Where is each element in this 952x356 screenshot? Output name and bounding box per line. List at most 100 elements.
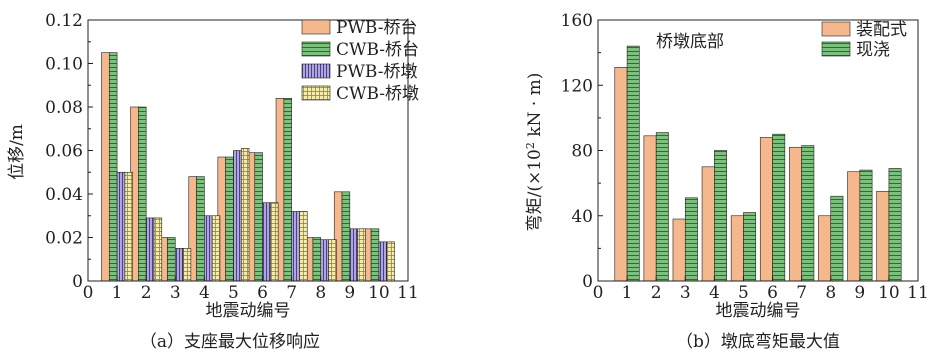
y-tick-label-a-1: 0.02 (45, 229, 83, 249)
x-tick-label-a-5: 5 (228, 283, 239, 303)
bar-b-s2-x2 (655, 132, 669, 282)
bar-a-s3-x2 (145, 217, 155, 282)
legend-label-b-2: 现浇 (856, 40, 890, 60)
x-tick-label-b-4: 4 (709, 283, 720, 303)
bar-a-s3-x10 (378, 241, 388, 282)
bar-b-s1-x8 (818, 215, 832, 282)
chart-a: 0 1 2 3 4 5 6 7 8 9 10 1100.020.040.060.080.100.12 … (7, 11, 419, 352)
legend-swatch-a-1 (301, 19, 331, 35)
x-tick-label-b-9: 9 (854, 283, 865, 303)
x-tick-label-a-0: 0 (83, 283, 94, 303)
bar-a-s4-x4 (211, 215, 221, 282)
bar-a-s2-x10 (370, 228, 380, 282)
x-tick-label-b-2: 2 (651, 283, 662, 303)
bar-a-s4-x5 (240, 148, 250, 282)
x-tick-label-b-3: 3 (680, 283, 691, 303)
bar-b-s1-x2 (643, 135, 657, 282)
bar-a-s3-x4 (204, 215, 213, 282)
x-tick-label-a-3: 3 (170, 283, 181, 303)
x-tick-label-b-6: 6 (767, 283, 778, 303)
legend-swatch-a-3 (301, 63, 331, 79)
y-tick-label-b-0: 0 (582, 272, 593, 292)
bar-b-s1-x9 (847, 171, 861, 282)
y-tick-label-b-4: 160 (561, 11, 593, 31)
x-tick-label-b-1: 1 (622, 283, 633, 303)
bar-a-s3-x3 (174, 248, 184, 282)
caption-b: （b）墩底弯矩最大值 (676, 332, 840, 352)
x-tick-label-a-4: 4 (199, 283, 210, 303)
bar-a-s2-x5 (225, 156, 234, 282)
x-tick-label-a-11: 11 (397, 283, 419, 303)
bar-a-s3-x7 (291, 211, 300, 282)
caption-a: （a）支座最大位移响应 (140, 332, 320, 352)
bar-a-s2-x1 (108, 52, 118, 282)
bar-a-s3-x1 (116, 171, 126, 282)
annotation-b: 桥墩底部 (656, 32, 724, 52)
y-axis-title-b-post: kN · m) (525, 73, 545, 143)
legend-label-a-3: PWB-桥墩 (336, 62, 417, 82)
legend-label-a-1: PWB-桥台 (336, 18, 417, 38)
bar-a-s2-x2 (138, 106, 147, 282)
x-axis-title-a: 地震动编号 (206, 301, 291, 321)
bar-a-s4-x6 (270, 202, 279, 282)
bar-a-s2-x9 (341, 191, 351, 282)
bar-a-s1-x1 (101, 52, 110, 282)
bar-b-s1-x4 (701, 166, 715, 282)
y-axis-title-b-sup: 2 (524, 142, 537, 149)
y-tick-label-a-5: 0.10 (45, 55, 83, 75)
y-tick-label-b-3: 120 (561, 76, 593, 96)
y-tick-label-b-2: 80 (571, 142, 593, 162)
y-tick-label-a-2: 0.04 (45, 185, 83, 205)
y-tick-label-a-6: 0.12 (45, 11, 83, 31)
bar-b-s2-x3 (684, 197, 698, 282)
bar-b-s1-x7 (789, 146, 802, 282)
bar-b-s2-x6 (772, 133, 786, 282)
bar-b-s2-x10 (888, 168, 902, 282)
x-tick-label-a-2: 2 (141, 283, 152, 303)
y-tick-label-a-4: 0.08 (45, 98, 83, 118)
x-tick-label-a-7: 7 (286, 283, 297, 303)
x-tick-label-a-9: 9 (344, 283, 355, 303)
bar-b-s2-x4 (714, 150, 727, 282)
bar-a-s4-x2 (153, 217, 163, 282)
x-tick-label-b-5: 5 (738, 283, 749, 303)
bar-b-s2-x7 (801, 145, 815, 282)
x-tick-label-a-1: 1 (112, 283, 123, 303)
bar-b-s2-x9 (859, 169, 873, 282)
x-tick-label-b-10: 10 (878, 283, 900, 303)
bars-b (614, 45, 902, 282)
bar-a-s3-x5 (233, 150, 242, 282)
bar-b-s2-x5 (743, 212, 757, 282)
bar-b-s1-x3 (672, 218, 686, 282)
x-axis-title-b: 地震动编号 (716, 301, 801, 321)
x-tick-label-b-8: 8 (825, 283, 836, 303)
legend-swatch-a-4 (301, 85, 331, 101)
legend-label-a-4: CWB-桥墩 (336, 84, 419, 104)
bar-a-s2-x8 (312, 237, 322, 282)
bar-b-s1-x5 (730, 215, 744, 282)
bar-a-s2-x7 (283, 98, 292, 282)
bar-a-s4-x1 (124, 171, 133, 282)
y-axis-title-b-pre: 弯矩/(×10 (525, 149, 545, 231)
bar-a-s4-x8 (328, 239, 337, 282)
y-tick-label-a-3: 0.06 (45, 142, 83, 162)
bar-a-s3-x8 (320, 239, 329, 282)
bars-a (101, 52, 395, 282)
bar-a-s2-x3 (167, 237, 176, 282)
x-tick-label-b-0: 0 (593, 283, 604, 303)
bar-b-s1-x6 (759, 137, 773, 282)
x-tick-label-b-11: 11 (907, 283, 929, 303)
legend-swatch-b-1 (821, 21, 851, 37)
bar-a-s2-x4 (196, 176, 205, 282)
x-tick-label-a-6: 6 (257, 283, 268, 303)
bar-b-s2-x1 (626, 45, 640, 282)
legend-label-b-1: 装配式 (856, 20, 907, 40)
bar-a-s4-x9 (357, 228, 366, 282)
bar-a-s2-x6 (254, 152, 263, 282)
bar-b-s1-x10 (876, 190, 890, 282)
